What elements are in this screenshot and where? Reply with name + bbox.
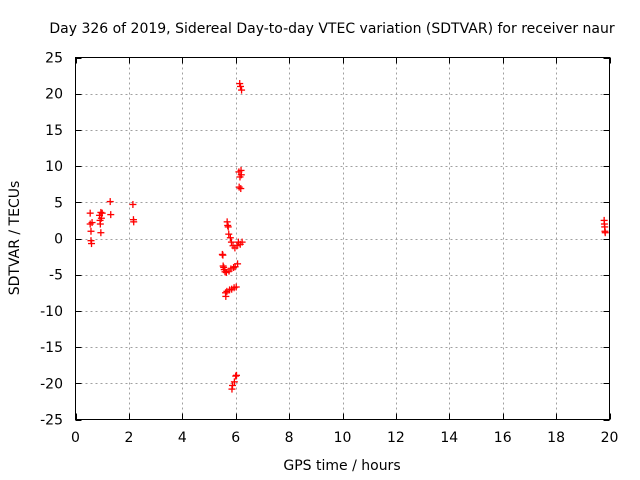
data-point — [227, 238, 235, 246]
data-point — [222, 292, 230, 300]
data-point — [601, 229, 609, 237]
data-point — [129, 200, 137, 208]
y-tick-label: -15 — [40, 340, 63, 356]
x-tick-label: 20 — [601, 430, 619, 446]
x-axis-label: GPS time / hours — [283, 458, 400, 474]
chart-title: Day 326 of 2019, Sidereal Day-to-day VTE… — [49, 21, 615, 37]
data-point — [88, 240, 96, 248]
y-axis-label: SDTVAR / TECUs — [7, 181, 23, 296]
data-point — [98, 209, 106, 217]
y-tick-labels: 25 20 15 10 5 0 -5 -10 -15 -20 -25 — [40, 51, 63, 429]
y-tick-label: 25 — [45, 51, 63, 67]
data-point — [233, 371, 241, 379]
data-point — [237, 185, 245, 193]
data-point — [106, 198, 114, 206]
data-point — [237, 82, 245, 90]
data-point — [232, 372, 240, 380]
data-point — [87, 227, 95, 235]
data-point — [96, 220, 104, 228]
x-tick-label: 0 — [71, 430, 80, 446]
data-points — [86, 80, 609, 393]
data-point — [97, 214, 105, 222]
data-point — [130, 218, 138, 226]
x-tick-label: 8 — [285, 430, 294, 446]
data-point — [230, 378, 238, 386]
data-point — [228, 381, 236, 389]
y-tick-label: -25 — [40, 413, 63, 429]
data-point — [225, 230, 233, 238]
data-point — [238, 238, 246, 246]
x-tick-label: 14 — [440, 430, 458, 446]
data-point — [107, 211, 115, 219]
y-tick-label: 0 — [54, 232, 63, 248]
plot-frame — [75, 57, 610, 420]
y-tick-label: -5 — [49, 268, 63, 284]
data-point — [232, 283, 240, 291]
data-point — [219, 251, 227, 259]
y-tick-label: 20 — [45, 87, 63, 103]
data-point — [235, 183, 243, 191]
x-tick-label: 12 — [387, 430, 405, 446]
data-point — [238, 86, 246, 94]
data-point — [221, 268, 229, 276]
x-tick-label: 2 — [124, 430, 133, 446]
y-tick-label: 15 — [45, 123, 63, 139]
y-tick-label: -20 — [40, 376, 63, 392]
y-tick-label: 10 — [45, 159, 63, 175]
data-point — [233, 242, 241, 250]
data-point — [237, 171, 245, 179]
x-tick-label: 16 — [494, 430, 512, 446]
data-point — [88, 219, 96, 227]
y-tick-label: 5 — [54, 195, 63, 211]
grid — [75, 57, 610, 420]
x-tick-label: 6 — [231, 430, 240, 446]
x-tick-label: 10 — [334, 430, 352, 446]
data-point — [234, 260, 242, 268]
data-point — [230, 263, 238, 271]
x-tick-labels: 0 2 4 6 8 10 12 14 16 18 20 — [71, 430, 618, 446]
x-tick-label: 18 — [547, 430, 565, 446]
axis-ticks — [75, 57, 611, 421]
data-point — [86, 209, 94, 217]
data-point — [97, 229, 105, 237]
data-point — [224, 223, 232, 231]
data-point — [226, 234, 234, 242]
x-tick-label: 4 — [178, 430, 187, 446]
y-tick-label: -10 — [40, 304, 63, 320]
